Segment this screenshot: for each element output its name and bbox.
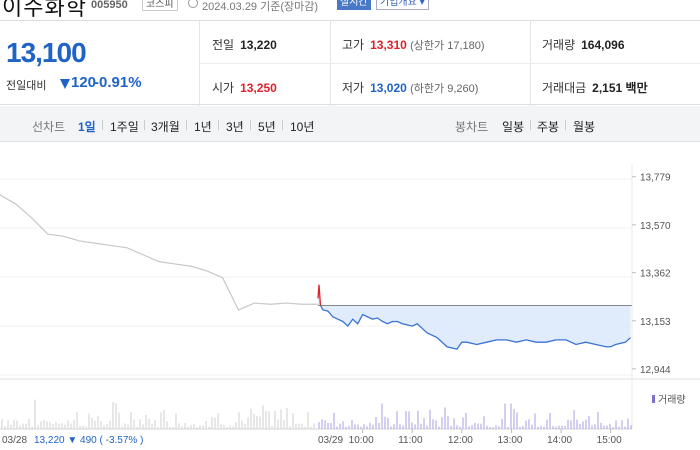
x-tick-label: 13:00	[497, 435, 522, 446]
price-chart: 13,779 13,570 13,362 13,153 12,944 10:00 11:0…	[0, 143, 700, 450]
change-label: 전일대비	[6, 80, 47, 92]
trade-amount: 거래대금 2,151 백만	[542, 81, 648, 95]
prev-day-label: 03/28	[2, 435, 27, 446]
range-10y[interactable]: 10년	[290, 120, 315, 134]
range-5y[interactable]: 5년	[258, 120, 276, 134]
today-label: 03/29	[318, 435, 343, 446]
current-price: 13,100	[6, 37, 87, 68]
x-tick-label: 10:00	[349, 435, 374, 446]
candle-weekly[interactable]: 주봉	[537, 120, 560, 134]
y-tick-label: 12,944	[640, 365, 671, 376]
today-series-up	[317, 284, 322, 306]
prev-day-summary: 13,220 ▼ 490 ( -3.57% )	[34, 435, 143, 446]
current-price-box: 13,100 전일대비 120 -0.91%	[0, 21, 200, 106]
y-tick-label: 13,362	[640, 269, 671, 280]
x-tick-label: 11:00	[398, 435, 423, 446]
y-tick-label: 13,570	[640, 221, 671, 232]
chart-svg: 13,779 13,570 13,362 13,153 12,944 10:00 11:0…	[0, 165, 700, 446]
candle-chart-label: 봉차트	[455, 120, 489, 134]
change-percent: -0.91%	[94, 74, 142, 91]
range-3m[interactable]: 3개월	[151, 120, 180, 134]
clock-icon	[188, 0, 198, 8]
stock-code: 005950	[91, 0, 128, 11]
volume-legend: 거래량	[658, 394, 686, 406]
y-tick-label: 13,779	[640, 173, 671, 184]
candle-monthly[interactable]: 월봉	[573, 120, 596, 134]
today-area-fill	[318, 284, 631, 350]
low-price: 저가 13,020 (하한가 9,260)	[342, 81, 479, 95]
x-tick-label: 15:00	[597, 435, 622, 446]
x-tick-label: 14:00	[547, 435, 572, 446]
high-price: 고가 13,310 (상한가 17,180)	[342, 38, 485, 52]
realtime-button[interactable]: 실시간	[337, 0, 371, 10]
stock-name: 이수화학	[2, 0, 87, 20]
x-tick-label: 12:00	[448, 435, 473, 446]
change-value: 120	[71, 74, 97, 91]
line-chart-label: 선차트	[32, 120, 66, 134]
candle-daily[interactable]: 일봉	[502, 120, 525, 134]
today-series	[319, 305, 631, 350]
prev-close: 전일 13,220	[212, 38, 277, 52]
prev-day-series	[0, 194, 318, 311]
range-1y[interactable]: 1년	[194, 120, 212, 134]
market-badge: 코스피	[142, 0, 178, 11]
quote-panel: 13,100 전일대비 120 -0.91% 전일 13,220 고가 13,310…	[0, 20, 700, 106]
range-selector: 선차트 1일 1주일 3개월 1년 3년 5년 10년 봉차트 일봉 주봉 월봉	[0, 106, 700, 142]
corp-info-dropdown[interactable]: 기업개요 ▾	[376, 0, 429, 10]
range-1w[interactable]: 1주일	[110, 120, 139, 134]
title-row: 이수화학 005950 코스피 2024.03.29 기준(장마감) 실시간 기…	[0, 0, 700, 20]
range-3y[interactable]: 3년	[226, 120, 244, 134]
volume: 거래량 164,096	[542, 38, 625, 52]
down-arrow-icon	[60, 79, 70, 89]
open-price: 시가 13,250	[212, 81, 277, 95]
y-tick-label: 13,153	[640, 317, 671, 328]
date-basis: 2024.03.29 기준(장마감)	[202, 1, 319, 13]
range-1d[interactable]: 1일	[78, 120, 96, 134]
